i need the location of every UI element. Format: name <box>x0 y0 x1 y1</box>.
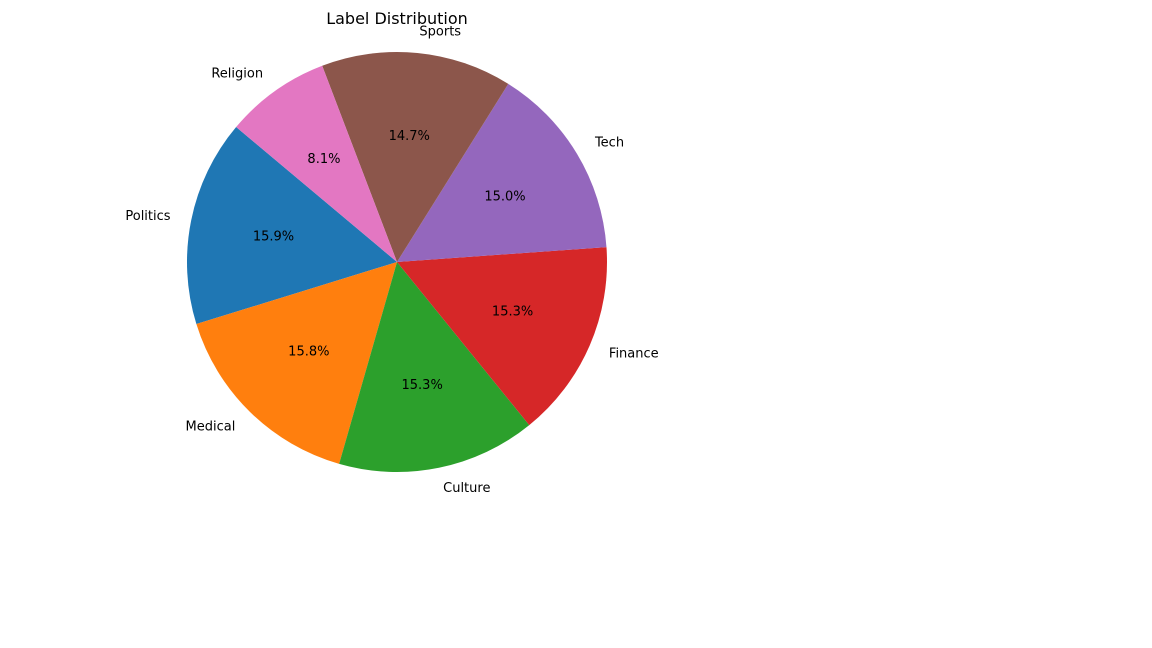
pie-slice-sports <box>322 52 509 262</box>
pie-slices <box>186 52 607 472</box>
chart-title: Label Distribution <box>326 9 468 28</box>
slice-percent-tech: 15.0% <box>484 190 525 205</box>
pie-slice-culture <box>339 262 530 472</box>
pie-slice-tech <box>397 83 607 262</box>
slice-label-tech: Tech <box>594 135 624 150</box>
pie-slice-religion <box>236 65 397 262</box>
slice-label-sports: Sports <box>419 25 461 40</box>
pie-slice-medical <box>196 262 397 464</box>
slice-percent-politics: 15.9% <box>253 230 294 245</box>
pie-outer-labels: Politics Medical Culture Finance Tech Sports R… <box>125 25 658 496</box>
slice-label-finance: Finance <box>609 346 659 361</box>
slice-percent-finance: 15.3% <box>492 305 533 320</box>
slice-label-culture: Culture <box>443 481 490 496</box>
slice-percent-religion: 8.1% <box>307 152 340 167</box>
pie-slice-finance <box>397 247 607 426</box>
slice-percent-medical: 15.8% <box>288 345 329 360</box>
slice-label-politics: Politics <box>125 209 170 224</box>
slice-percent-culture: 15.3% <box>402 378 443 393</box>
slice-percent-sports: 14.7% <box>389 129 430 144</box>
pie-slice-politics <box>186 127 397 325</box>
slice-label-medical: Medical <box>186 420 236 435</box>
slice-label-religion: Religion <box>211 66 263 81</box>
pie-percent-labels: 15.9% 15.8% 15.3% 15.3% 15.0% 14.7% 8.1% <box>253 129 533 393</box>
